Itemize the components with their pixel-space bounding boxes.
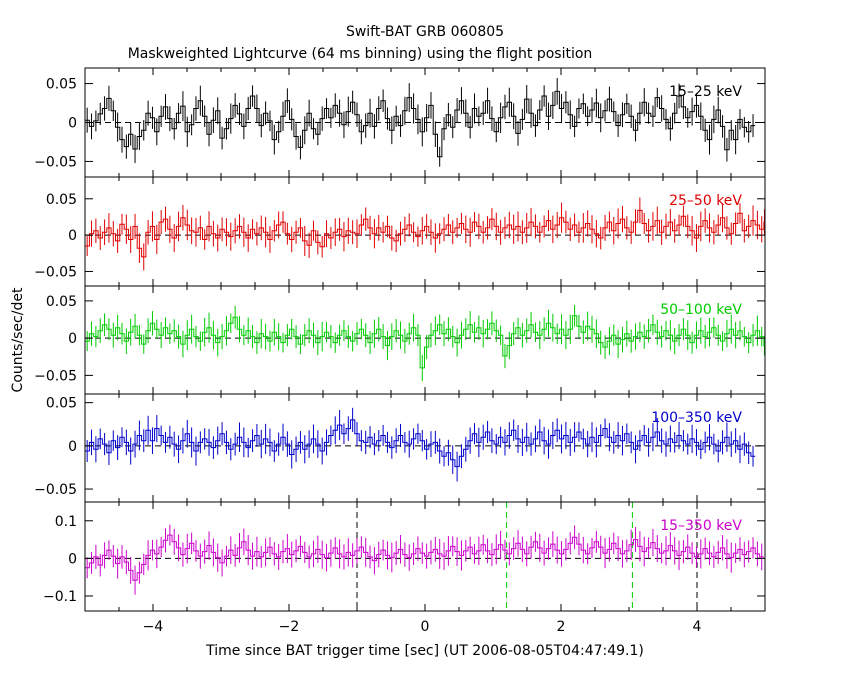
panel-0: 0.05 0 −0.05 15–25 keV (34, 67, 766, 178)
x-tick-label: 4 (693, 619, 702, 635)
y-tick-label: 0.05 (46, 192, 77, 208)
y-tick-label: 0 (68, 331, 77, 347)
y-tick-label: 0 (68, 116, 77, 132)
y-tick-label: 0 (68, 439, 77, 455)
x-tick-label: 2 (557, 619, 566, 635)
panel-3: 0.05 0 −0.05 100–350 keV (34, 393, 766, 503)
x-tick-label: 0 (421, 619, 430, 635)
series-line-0 (85, 90, 756, 158)
series-line-2 (85, 315, 765, 369)
y-tick-label: 0.05 (46, 77, 77, 93)
series-line-1 (85, 209, 765, 258)
x-axis-label: Time since BAT trigger time [sec] (UT 20… (205, 643, 644, 659)
y-tick-label: 0.05 (46, 396, 77, 412)
y-tick-label: −0.1 (43, 589, 77, 605)
series-line-3 (85, 419, 756, 468)
chart-subtitle: Maskweighted Lightcurve (64 ms binning) … (128, 46, 593, 62)
band-label: 15–350 keV (660, 518, 742, 534)
y-axis-label: Counts/sec/det (10, 287, 26, 392)
panel-1: 0.05 0 −0.05 25–50 keV (34, 176, 766, 287)
y-tick-label: 0 (68, 551, 77, 567)
x-tick-label: −4 (143, 619, 164, 635)
y-tick-label: −0.05 (34, 154, 77, 170)
band-label: 15–25 keV (669, 84, 742, 100)
chart-title: Swift-BAT GRB 060805 (346, 24, 504, 40)
y-tick-label: −0.05 (34, 482, 77, 498)
y-tick-label: 0.05 (46, 294, 77, 310)
y-tick-label: 0 (68, 228, 77, 244)
y-tick-label: 0.1 (55, 514, 77, 530)
band-label: 100–350 keV (651, 410, 742, 426)
x-tick-label: −2 (279, 619, 300, 635)
y-tick-label: −0.05 (34, 368, 77, 384)
series-line-4 (85, 534, 764, 581)
panel-4: 0.1 0 −0.1 15–350 keV (43, 501, 766, 612)
y-tick-label: −0.05 (34, 264, 77, 280)
band-label: 50–100 keV (660, 302, 742, 318)
band-label: 25–50 keV (669, 193, 742, 209)
